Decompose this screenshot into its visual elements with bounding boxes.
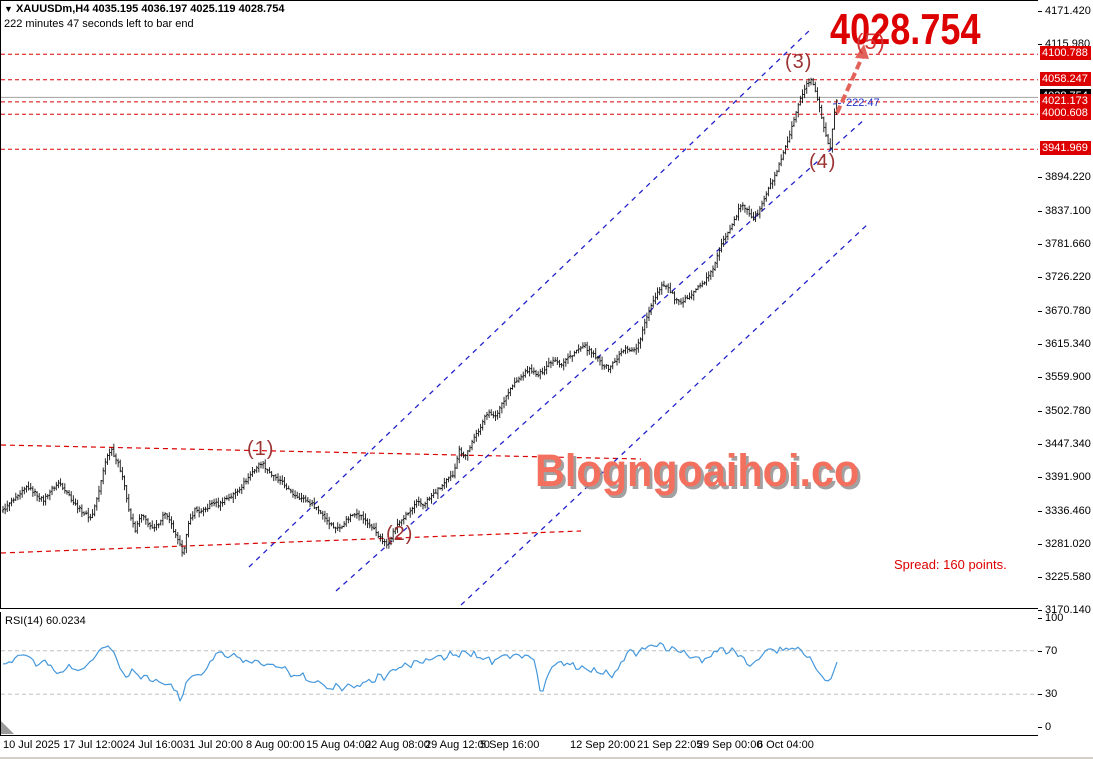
main-price-pane[interactable]: ▼ XAUUSDm,H4 4035.195 4036.197 4025.119 … <box>0 0 1039 609</box>
rsi-line <box>2 642 838 702</box>
main-chart-canvas[interactable] <box>1 1 1038 609</box>
price-level-tag: 4100.788 <box>1040 46 1091 60</box>
time-axis-label: 6 Oct 04:00 <box>757 739 814 751</box>
price-axis-label: 3225.580 <box>1045 571 1091 583</box>
symbol-ohlc-text: XAUUSDm,H4 4035.195 4036.197 4025.119 40… <box>15 3 285 15</box>
rsi-axis-tick <box>1038 651 1042 652</box>
time-axis-label: 5 Sep 16:00 <box>480 739 540 751</box>
price-axis-tick <box>1038 544 1042 545</box>
price-axis-tick <box>1038 511 1042 512</box>
price-axis-tick <box>1038 344 1042 345</box>
symbol-header: ▼ XAUUSDm,H4 4035.195 4036.197 4025.119 … <box>4 3 284 15</box>
price-axis-label: 3894.220 <box>1045 171 1091 183</box>
window-bottom-edge <box>0 757 1093 759</box>
wave-label-1[interactable]: (1) <box>247 438 275 460</box>
pane-resize-grip[interactable] <box>1 721 14 734</box>
watermark-text: Blogngoaihoi.co <box>535 445 860 496</box>
time-axis-label: 24 Jul 16:00 <box>123 739 183 751</box>
price-level-tag: 4058.247 <box>1040 72 1091 86</box>
big-current-price: 4028.754 <box>830 5 981 54</box>
wave-label-5[interactable]: (5) <box>856 29 886 54</box>
price-axis-label: 3170.140 <box>1045 604 1091 616</box>
blue-channel-line-1[interactable] <box>335 118 866 592</box>
price-axis-tick <box>1038 610 1042 611</box>
rsi-axis-label: 100 <box>1045 612 1064 624</box>
price-axis-label: 3391.900 <box>1045 471 1091 483</box>
time-axis-label: 29 Sep 00:00 <box>697 739 763 751</box>
price-axis-label: 4171.420 <box>1045 5 1091 17</box>
price-axis-tick <box>1038 277 1042 278</box>
price-axis[interactable]: 4171.420 4115.980 3894.220 3837.100 3781.660… <box>1038 0 1093 736</box>
countdown-dash <box>832 102 845 105</box>
wave-label-2[interactable]: (2) <box>386 523 414 545</box>
price-axis-label: 3615.340 <box>1045 338 1091 350</box>
time-axis-label: 31 Jul 20:00 <box>183 739 243 751</box>
rsi-axis-tick <box>1038 727 1042 728</box>
rsi-axis-label: 70 <box>1045 645 1058 657</box>
price-axis-label: 3336.460 <box>1045 505 1091 517</box>
price-axis-tick <box>1038 44 1042 45</box>
price-axis-tick <box>1038 311 1042 312</box>
blue-channel-line-2[interactable] <box>460 222 870 606</box>
price-axis-label: 3559.900 <box>1045 371 1091 383</box>
wave5-projection-arrow[interactable] <box>835 52 866 114</box>
price-axis-tick <box>1038 177 1042 178</box>
rsi-indicator-label: RSI(14) 60.0234 <box>5 615 86 627</box>
wave-label-4[interactable]: (4) <box>809 151 837 173</box>
ohlc-open-close-ticks <box>1 79 838 554</box>
price-axis-tick <box>1038 477 1042 478</box>
price-axis-label: 3781.660 <box>1045 238 1091 250</box>
price-axis-label: 3726.220 <box>1045 271 1091 283</box>
bar-countdown-header: 222 minutes 47 seconds left to bar end <box>4 18 194 30</box>
rsi-axis-label: 0 <box>1045 721 1052 733</box>
price-axis-label: 3502.780 <box>1045 405 1091 417</box>
time-axis-label: 29 Aug 12:00 <box>425 739 490 751</box>
rsi-chart-canvas[interactable] <box>1 612 1038 734</box>
rsi-axis-tick <box>1038 694 1042 695</box>
time-axis[interactable]: 10 Jul 2025 17 Jul 12:00 24 Jul 16:00 31 Ju… <box>0 736 1093 757</box>
time-axis-label: 8 Aug 00:00 <box>246 739 305 751</box>
price-level-tag: 4021.173 <box>1040 94 1091 108</box>
price-axis-label: 3447.340 <box>1045 438 1091 450</box>
symbol-dropdown-icon[interactable]: ▼ <box>4 4 13 14</box>
price-axis-tick <box>1038 444 1042 445</box>
price-axis-label: 3670.780 <box>1045 305 1091 317</box>
price-axis-tick <box>1038 211 1042 212</box>
price-axis-tick <box>1038 377 1042 378</box>
time-axis-label: 12 Sep 20:00 <box>570 739 636 751</box>
time-axis-label: 21 Sep 22:05 <box>637 739 703 751</box>
rsi-axis-label: 30 <box>1045 688 1058 700</box>
price-axis-label: 3837.100 <box>1045 205 1091 217</box>
time-axis-label: 10 Jul 2025 <box>3 739 60 751</box>
wave-label-3[interactable]: (3) <box>785 51 813 73</box>
wave5-arrowhead <box>855 44 869 59</box>
price-axis-tick <box>1038 11 1042 12</box>
spread-label: Spread: 160 points. <box>894 557 1007 572</box>
price-axis-tick <box>1038 411 1042 412</box>
price-axis-tick <box>1038 577 1042 578</box>
price-level-tag: 3941.969 <box>1040 141 1091 155</box>
price-axis-label: 3281.020 <box>1045 538 1091 550</box>
time-axis-label: 22 Aug 08:00 <box>365 739 430 751</box>
price-level-tag: 4000.608 <box>1040 106 1091 120</box>
time-axis-label: 15 Aug 04:00 <box>306 739 371 751</box>
red-trendline-0[interactable] <box>1 444 642 460</box>
red-trendline-1[interactable] <box>1 530 582 554</box>
time-axis-label: 17 Jul 12:00 <box>63 739 123 751</box>
price-axis-tick <box>1038 244 1042 245</box>
rsi-indicator-pane[interactable]: RSI(14) 60.0234 <box>0 612 1039 736</box>
rsi-axis-tick <box>1038 618 1042 619</box>
bar-countdown-near-price: 222:47 <box>846 97 880 109</box>
